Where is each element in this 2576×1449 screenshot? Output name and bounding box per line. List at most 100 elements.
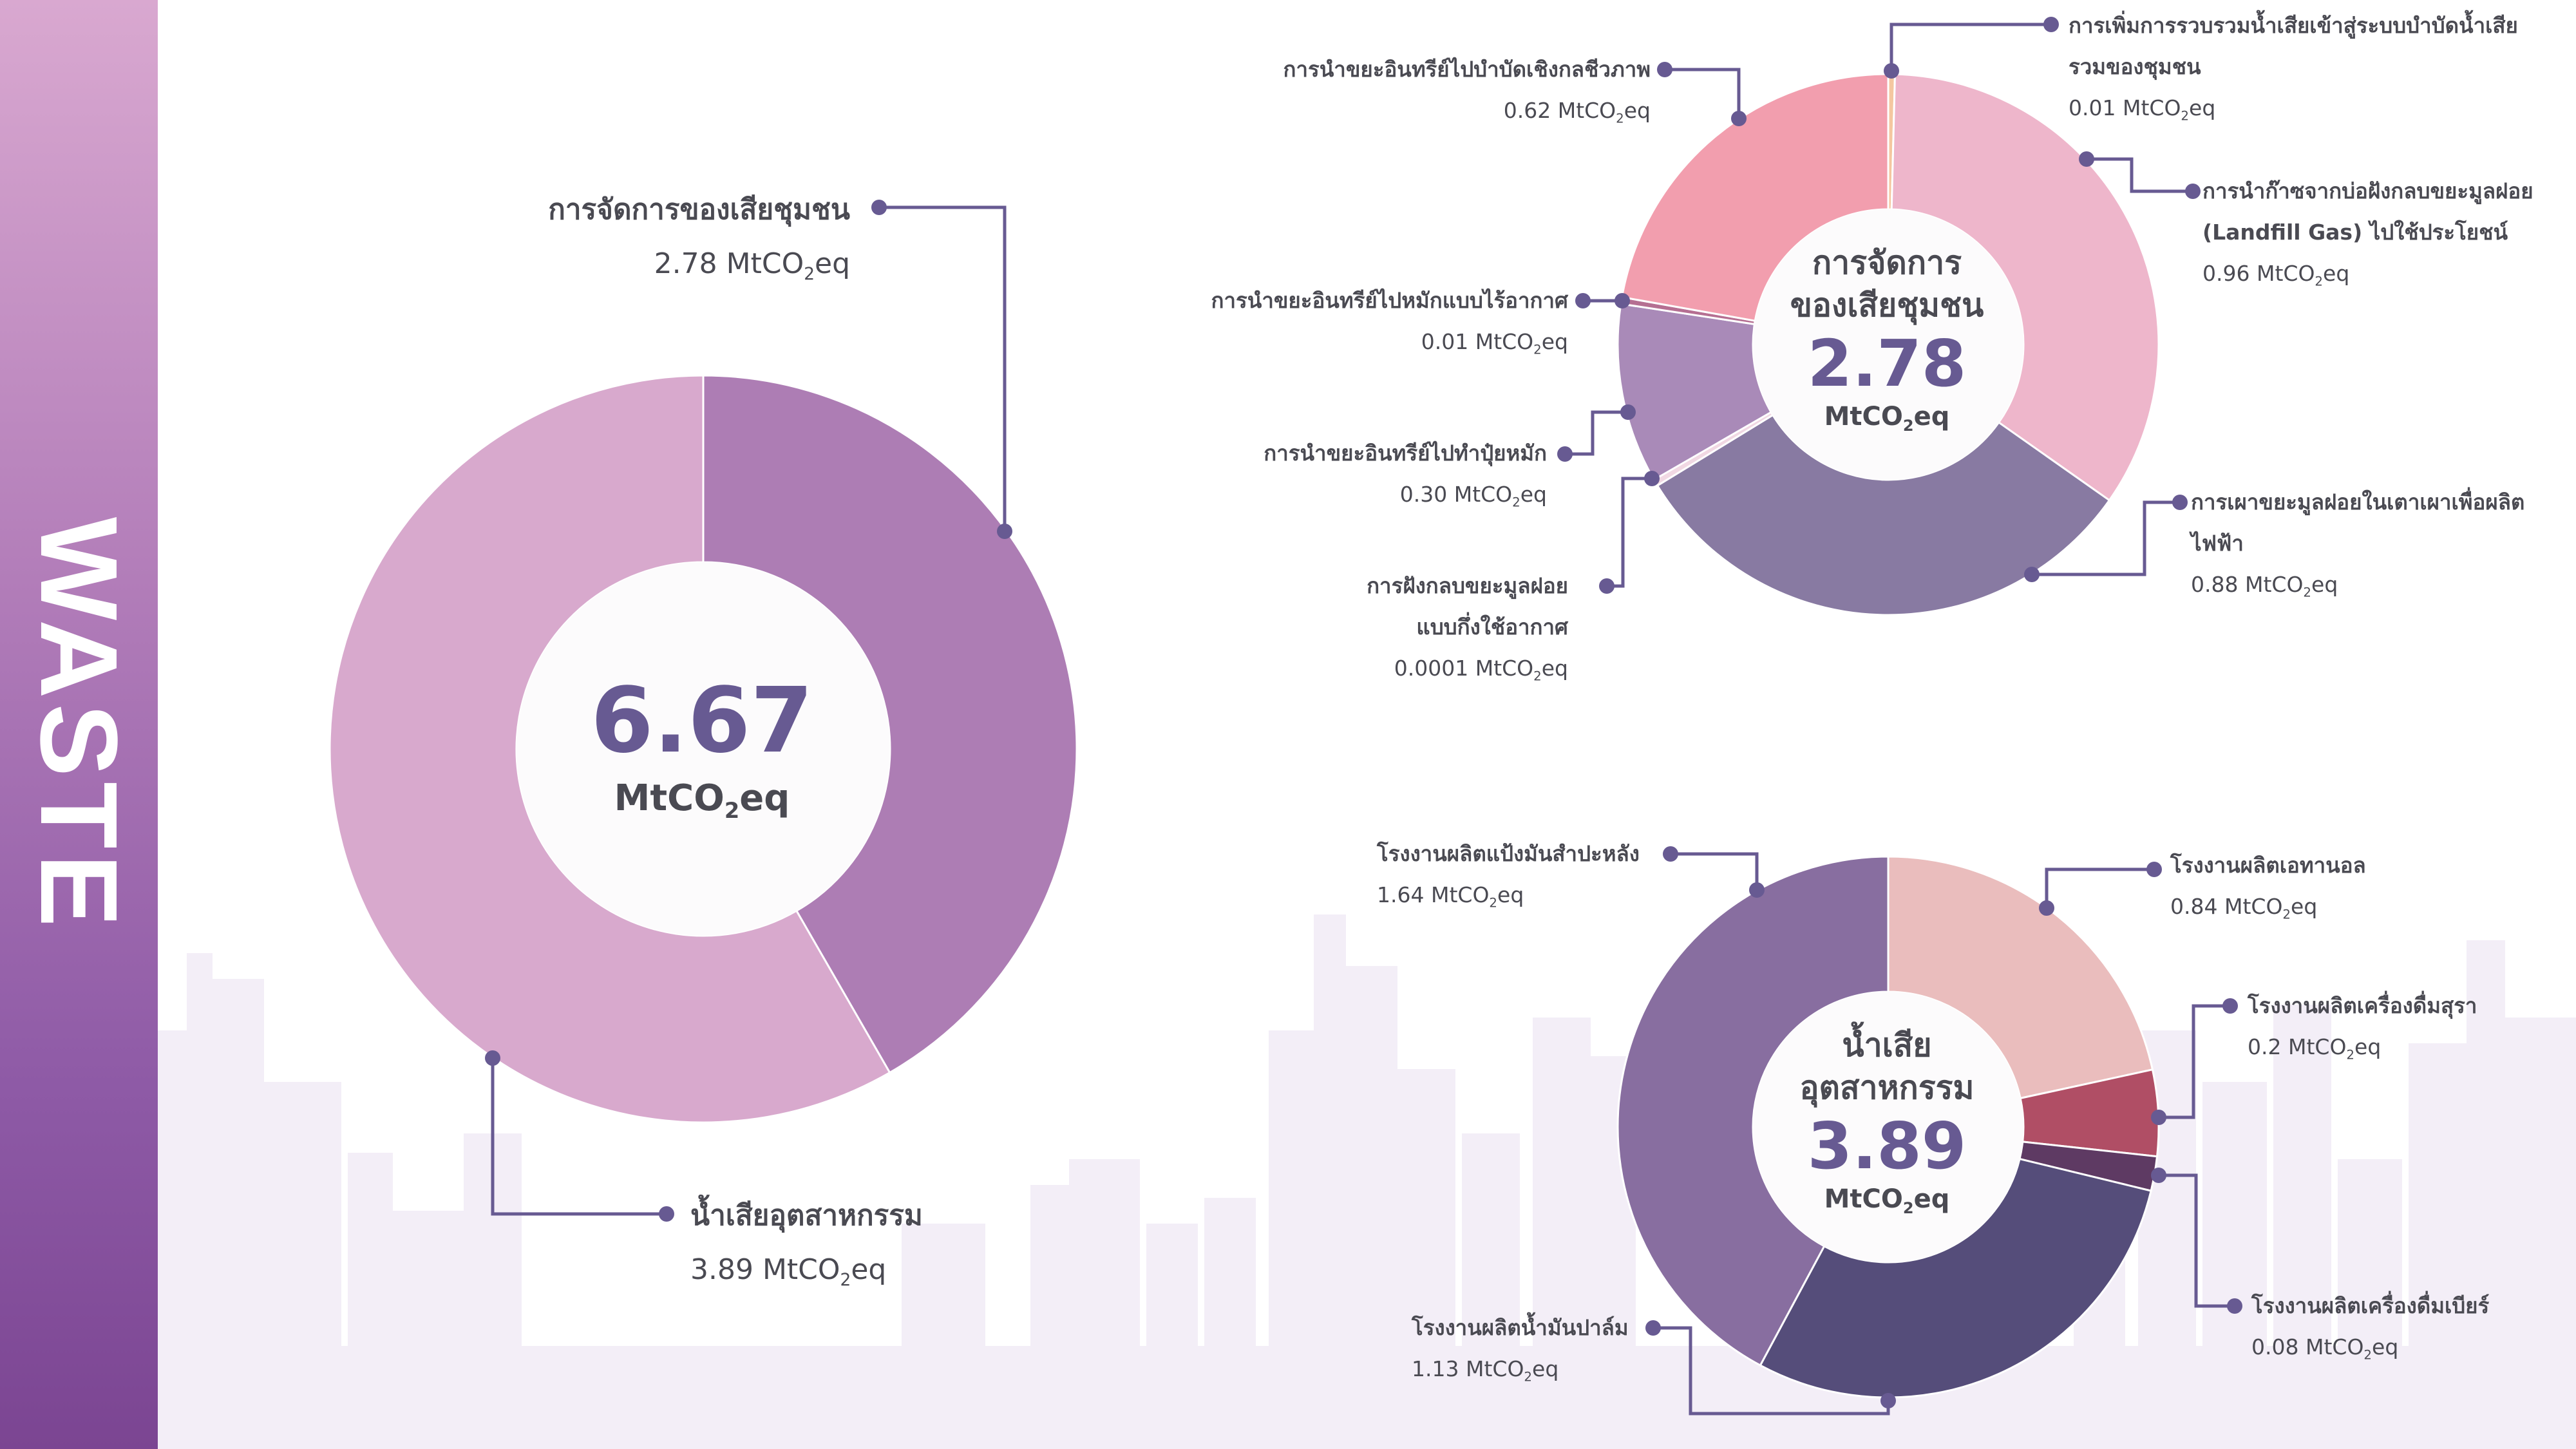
industrial-hole [1753,992,2023,1262]
label-title: การฝังกลบขยะมูลฝอย [1367,573,1568,598]
overview-leader-industrial-line [491,1058,667,1216]
industrial-leader-0-line [2045,867,2154,908]
value-number: 0.84 [2170,894,2218,919]
industrial-leader-3-line [1653,1326,1890,1416]
label-title: น้ำเสียอุตสาหกรรม [690,1199,923,1232]
overview-center-unit: MtCO2eq [573,776,831,833]
label-value: 0.96 MtCO2eq [2202,253,2533,303]
value-sub: 2 [2315,274,2324,289]
community-leader-0-dot-start [1884,63,1899,79]
value-end: eq [2311,572,2338,597]
community-leader-0-dot-end [2043,17,2059,32]
label-value: 1.13 MtCO2eq [1412,1349,1629,1398]
industrial-center-value: 3.89 [1807,1108,1967,1184]
value-unit: MtCO [2256,261,2315,286]
label-title: การนำขยะอินทรีย์ไปทำปุ๋ยหมัก [1264,440,1547,466]
value-number: 3.89 [690,1253,753,1286]
community-center-unit: MtCO2eq [1726,401,2048,442]
value-number: 0.0001 [1394,656,1469,681]
sidebar-band: WASTE [0,0,158,1449]
industrial-label-1: โรงงานผลิตเครื่องดื่มสุรา 0.2 MtCO2eq [2248,985,2477,1076]
industrial-leader-4-dot-end [1663,846,1678,862]
industrial-center-title-1: น้ำเสีย [1842,1027,1932,1064]
value-end: eq [1532,1356,1559,1381]
community-label-1: การนำก๊าซจากบ่อฝังกลบขยะมูลฝอย (Landfill… [2202,171,2533,303]
value-unit: MtCO [1475,656,1534,681]
value-sub: 2 [2181,108,2190,124]
label-value: 0.0001 MtCO2eq [1367,648,1568,697]
value-unit: MtCO [2122,95,2181,120]
value-end: eq [1520,482,1547,507]
community-leader-1-dot-end [2185,184,2201,199]
value-end: eq [2189,95,2216,120]
industrial-label-3: โรงงานผลิตน้ำมันปาล์ม 1.13 MtCO2eq [1412,1307,1629,1398]
industrial-center-title-2: อุตสาหกรรม [1799,1069,1975,1106]
industrial-leader-3-dot-end [1645,1320,1661,1336]
value-number: 0.08 [2251,1334,2299,1359]
value-end: eq [2323,261,2350,286]
community-leader-4-line [1565,410,1628,456]
value-sub: 2 [1524,1369,1533,1385]
community-leader-1-dot-start [2079,151,2094,167]
unit-end: eq [739,777,790,819]
label-title: การเผาขยะมูลฝอยในเตาเผาเพื่อผลิต [2191,489,2525,515]
community-leader-2-line [2032,500,2180,576]
value-end: eq [2354,1034,2382,1059]
unit-text: MtCO [614,777,724,819]
label-value: 0.01 MtCO2eq [1211,321,1568,371]
community-leader-3-line [1607,477,1652,588]
unit-end: eq [1913,1184,1950,1214]
value-sub: 2 [804,263,815,284]
label-title: โรงงานผลิตน้ำมันปาล์ม [1412,1315,1629,1340]
value-sub: 2 [2363,1347,2372,1363]
community-leader-5-dot-end [1575,293,1591,308]
industrial-leader-1-line [2159,1004,2230,1119]
industrial-center: น้ำเสีย อุตสาหกรรม 3.89 MtCO2eq [1726,1024,2048,1224]
label-value: 0.01 MtCO2eq [2069,88,2518,137]
overview-hole [516,562,890,936]
value-number: 1.64 [1377,882,1425,907]
value-sub: 2 [1489,895,1498,911]
community-label-3: การฝังกลบขยะมูลฝอย แบบกึ่งใช้อากาศ 0.000… [1367,565,1568,697]
community-label-0: การเพิ่มการรวบรวมน้ำเสียเข้าสู่ระบบบำบัด… [2069,5,2518,137]
community-leader-0-line [1889,23,2051,71]
industrial-leader-4-line [1671,852,1759,890]
overview-center-value: 6.67 [591,668,813,773]
community-leader-3-dot-start [1644,471,1660,486]
industrial-center-unit: MtCO2eq [1726,1183,2048,1224]
community-center: การจัดการ ของเสียชุมชน 2.78 MtCO2eq [1726,242,2048,442]
overview-leader-community-line [879,205,1007,531]
community-center-title-2: ของเสียชุมชน [1790,287,1984,324]
label-title: โรงงานผลิตแป้งมันสำปะหลัง [1377,841,1640,866]
value-sub: 2 [2303,585,2312,600]
unit-text: MtCO [1824,1184,1903,1214]
value-sub: 2 [840,1269,851,1290]
overview-leader-community-dot-start [997,524,1012,539]
value-sub: 2 [1533,668,1542,684]
label-title: การนำขยะอินทรีย์ไปหมักแบบไร้อากาศ [1211,288,1568,313]
value-sub: 2 [1512,495,1520,510]
label-title: การนำก๊าซจากบ่อฝังกลบขยะมูลฝอย [2202,178,2533,204]
overview-center: 6.67 MtCO2eq [573,667,831,833]
community-leader-4-dot-start [1620,404,1636,420]
industrial-leader-1-dot-end [2222,998,2238,1014]
value-number: 0.2 [2248,1034,2282,1059]
value-unit: MtCO [2305,1334,2364,1359]
community-hole [1753,209,2023,480]
community-label-4: การนำขยะอินทรีย์ไปทำปุ๋ยหมัก 0.30 MtCO2e… [1264,433,1547,524]
value-number: 0.96 [2202,261,2250,286]
value-sub: 2 [1533,342,1542,357]
label-title-line2: (Landfill Gas) ไปใช้ประโยชน์ [2202,220,2508,245]
label-title-line2: แบบกึ่งใช้อากาศ [1416,614,1568,639]
value-end: eq [851,1253,887,1286]
label-title: การจัดการของเสียชุมชน [548,193,850,226]
community-slice-2 [1656,413,2111,616]
value-sub: 2 [2346,1047,2355,1063]
value-number: 1.13 [1412,1356,1459,1381]
overview-leader-community-dot-end [871,200,887,215]
overview-leader-industrial-dot-start [485,1050,500,1066]
industrial-leader-2-line [2159,1173,2235,1308]
value-number: 0.01 [1421,329,1469,354]
industrial-label-0: โรงงานผลิตเอทานอล 0.84 MtCO2eq [2170,845,2366,936]
